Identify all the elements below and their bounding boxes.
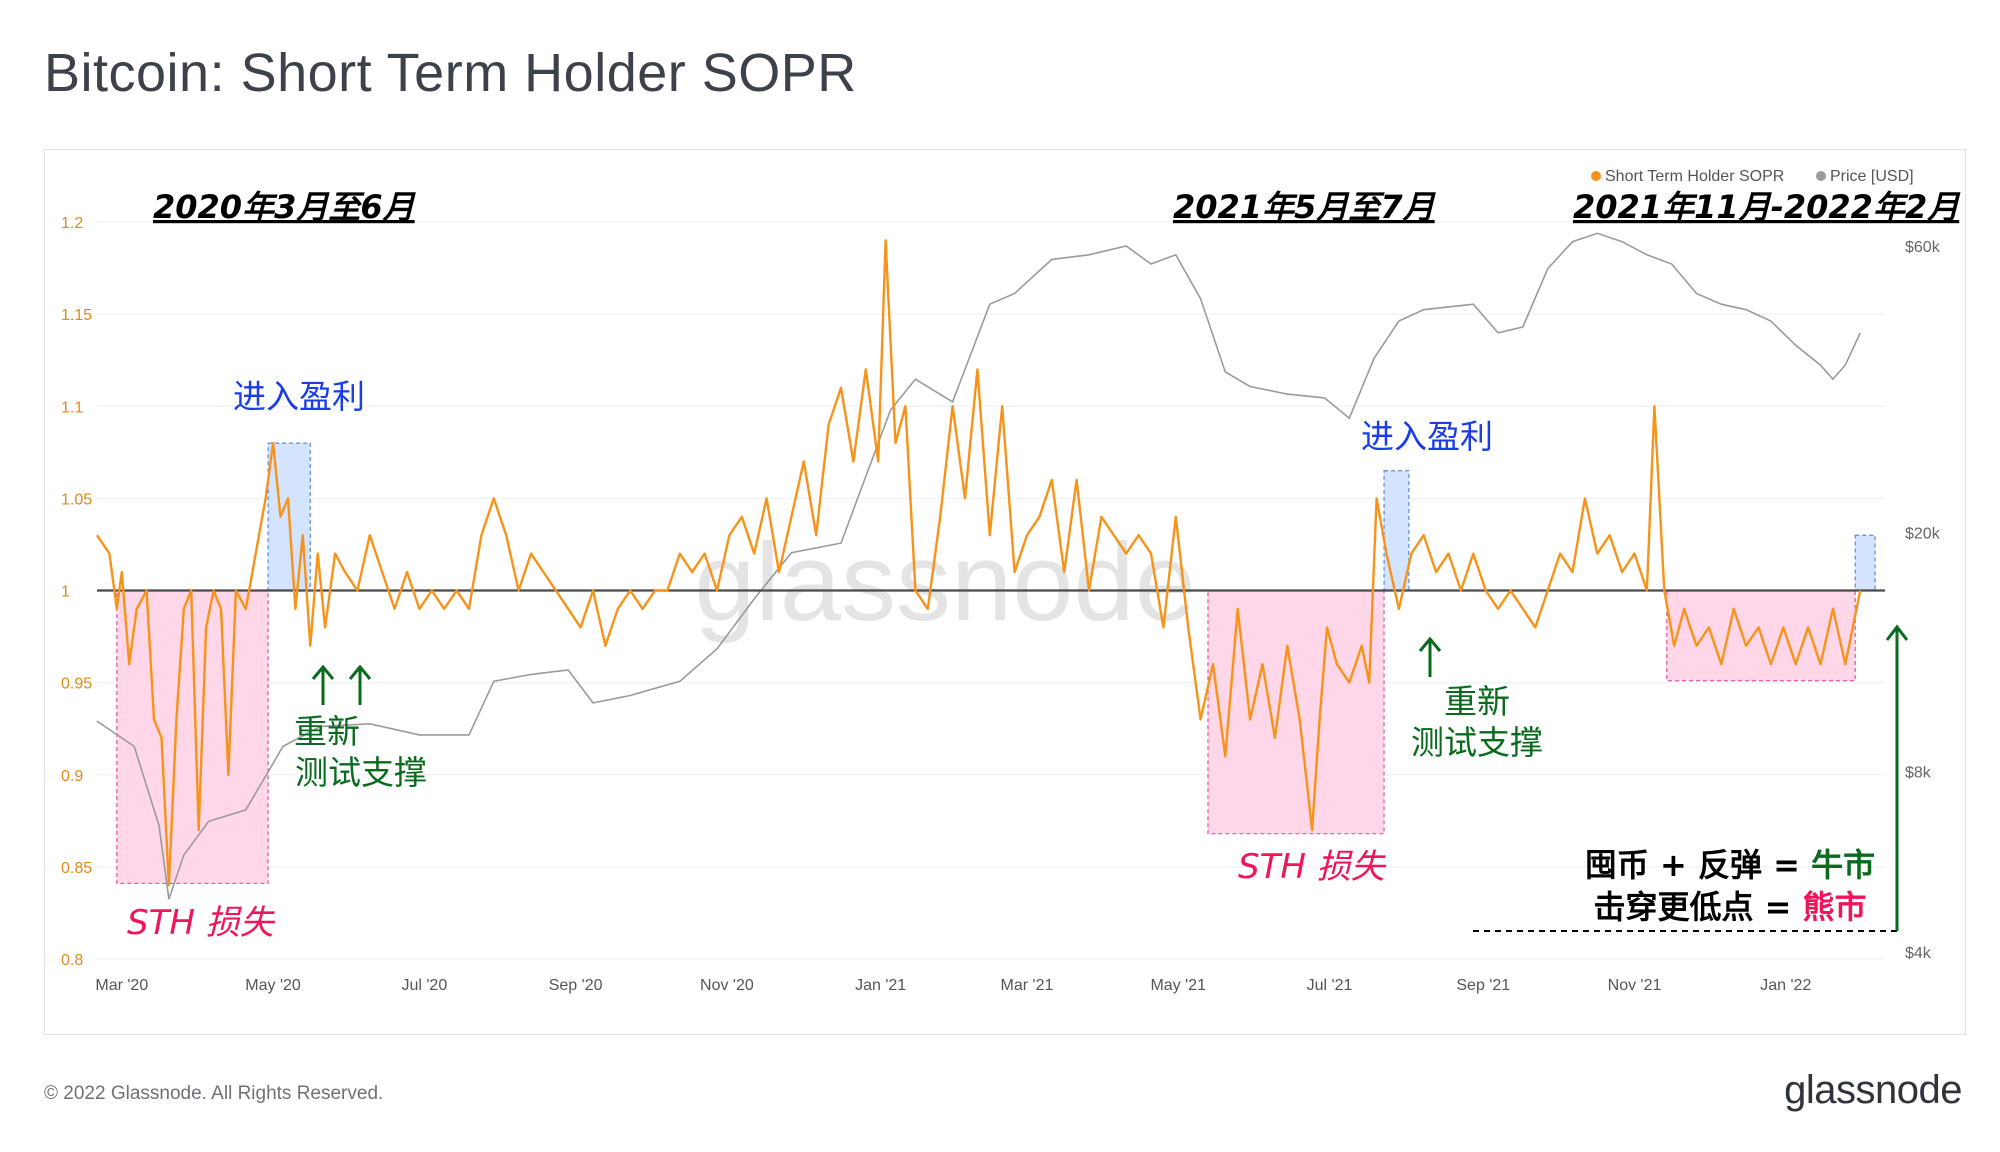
chart-frame: glassnode 0.8 0.85 0.9 0.95 1 1.05 1.1 1.15 1.2 $… xyxy=(44,149,1966,1035)
axis-layer: 0.8 0.85 0.9 0.95 1 1.05 1.1 1.15 1.2 $4k $8k $20k $… xyxy=(61,215,1941,994)
x-tick-label: May '21 xyxy=(1150,977,1206,994)
x-tick-label: Sep '21 xyxy=(1456,977,1510,994)
y-left-tick-label: 0.9 xyxy=(61,768,83,785)
enter-profit-label-2021: 进入盈利 xyxy=(1361,417,1493,456)
retest-label-2021-line2: 测试支撑 xyxy=(1411,723,1543,762)
x-tick-label: Nov '21 xyxy=(1608,977,1662,994)
y-right-tick-label: $4k xyxy=(1905,945,1932,962)
bear-market-label: 熊市 xyxy=(1803,888,1867,926)
conclusion-line-1-text: 囤币 + 反弹 = xyxy=(1585,846,1811,884)
x-tick-label: Jan '21 xyxy=(855,977,906,994)
y-right-tick-label: $8k xyxy=(1905,764,1932,781)
x-tick-label: Mar '21 xyxy=(1001,977,1054,994)
profit-region xyxy=(1854,534,1876,592)
sth-loss-label-2021: STH 损失 xyxy=(1238,847,1387,887)
chart: glassnode 0.8 0.85 0.9 0.95 1 1.05 1.1 1.15 1.2 $… xyxy=(61,168,1961,994)
bull-market-label: 牛市 xyxy=(1811,846,1875,884)
x-tick-label: Nov '20 xyxy=(700,977,754,994)
conclusion-line-1: 囤币 + 反弹 = 牛市 xyxy=(1585,846,1875,884)
retest-arrows-2020 xyxy=(311,664,372,705)
legend-price-label: Price [USD] xyxy=(1830,168,1914,185)
period-label-2021-nov: 2021年11月-2022年2月 xyxy=(1573,188,1961,226)
legend-sopr-dot xyxy=(1591,171,1601,181)
y-left-tick-label: 1.15 xyxy=(61,307,92,324)
legend-sopr-label: Short Term Holder SOPR xyxy=(1605,168,1784,185)
period-label-2021-may: 2021年5月至7月 xyxy=(1173,188,1437,226)
y-left-tick-label: 1.05 xyxy=(61,491,92,508)
region-layer xyxy=(116,442,1876,885)
glassnode-logo: glassnode xyxy=(1784,1068,1962,1112)
profit-region xyxy=(1383,470,1410,592)
enter-profit-label-2020: 进入盈利 xyxy=(233,377,365,416)
y-left-tick-label: 1.2 xyxy=(61,215,83,232)
y-left-tick-label: 0.8 xyxy=(61,952,83,969)
y-left-tick-label: 1 xyxy=(61,584,70,601)
legend-price-dot xyxy=(1816,171,1826,181)
retest-label-2021-line1: 重新 xyxy=(1444,682,1510,721)
sth-loss-region xyxy=(1207,589,1385,835)
x-tick-label: Jan '22 xyxy=(1760,977,1811,994)
y-left-tick-label: 0.95 xyxy=(61,676,92,693)
period-label-2020: 2020年3月至6月 xyxy=(153,188,417,226)
x-tick-label: Mar '20 xyxy=(95,977,148,994)
retest-arrow-2021 xyxy=(1418,636,1442,677)
y-left-tick-label: 1.1 xyxy=(61,399,83,416)
conclusion-line-2-text: 击穿更低点 = xyxy=(1593,888,1802,926)
x-tick-label: Jul '20 xyxy=(401,977,447,994)
y-right-tick-label: $20k xyxy=(1905,525,1941,542)
x-tick-label: Sep '20 xyxy=(549,977,603,994)
x-tick-label: Jul '21 xyxy=(1307,977,1353,994)
price-line xyxy=(96,232,1861,900)
sth-loss-label-2020: STH 损失 xyxy=(127,903,276,943)
page-title: Bitcoin: Short Term Holder SOPR xyxy=(44,43,857,103)
y-left-tick-label: 0.85 xyxy=(61,860,92,877)
copyright: © 2022 Glassnode. All Rights Reserved. xyxy=(44,1083,384,1104)
watermark: glassnode xyxy=(694,521,1196,644)
conclusion-arrow xyxy=(1885,624,1909,931)
legend: Short Term Holder SOPR Price [USD] xyxy=(1591,168,1914,185)
sopr-line xyxy=(96,239,1862,887)
conclusion-line-2: 击穿更低点 = 熊市 xyxy=(1593,888,1866,926)
y-right-tick-label: $60k xyxy=(1905,239,1941,256)
retest-label-2020-line1: 重新 xyxy=(294,712,360,751)
x-tick-label: May '20 xyxy=(245,977,301,994)
retest-label-2020-line2: 测试支撑 xyxy=(295,753,427,792)
